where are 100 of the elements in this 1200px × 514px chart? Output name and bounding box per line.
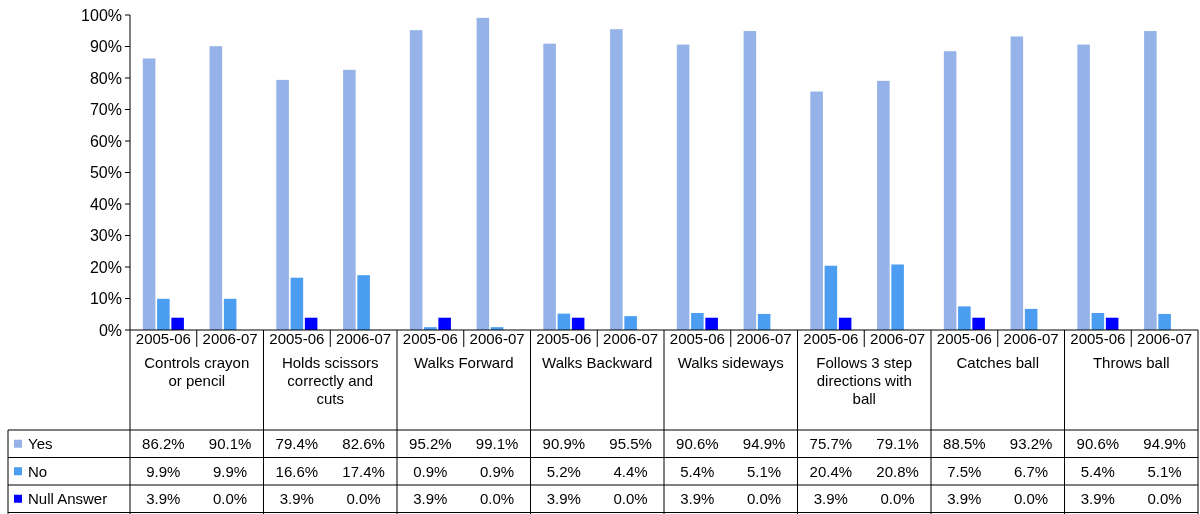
data-label: 0.0% bbox=[747, 490, 782, 507]
data-label: 82.6% bbox=[342, 435, 385, 452]
data-label: 90.9% bbox=[542, 435, 586, 452]
text: Throws ball bbox=[1092, 354, 1170, 372]
data-label: 90.6% bbox=[1076, 435, 1120, 452]
bar bbox=[438, 317, 451, 330]
data-label: 3.9% bbox=[1080, 490, 1115, 507]
data-label: 86.2% bbox=[142, 435, 185, 452]
data-label: 4.4% bbox=[613, 462, 648, 480]
bar bbox=[810, 91, 823, 330]
data-label: 94.9% bbox=[1143, 435, 1186, 452]
x-tick-label: 2005-06 bbox=[269, 330, 325, 348]
y-tick-label: 30% bbox=[89, 227, 122, 245]
legend-label: Null Answer bbox=[28, 490, 108, 507]
bar bbox=[476, 17, 490, 330]
bar bbox=[943, 51, 957, 330]
data-label: 7.5% bbox=[947, 462, 982, 480]
data-label: 9.9% bbox=[146, 462, 181, 480]
bar bbox=[743, 31, 757, 330]
bar bbox=[223, 298, 237, 330]
y-tick-label: 70% bbox=[89, 101, 122, 119]
y-tick-label: 20% bbox=[89, 258, 122, 276]
data-label: 20.4% bbox=[809, 462, 853, 480]
text: Catches ball bbox=[956, 354, 1040, 372]
data-label: 79.4% bbox=[275, 435, 319, 452]
data-label: 17.4% bbox=[342, 462, 385, 480]
y-tick-label: 0% bbox=[98, 321, 122, 339]
y-tick-label: 90% bbox=[89, 38, 122, 56]
bar bbox=[1077, 44, 1090, 330]
bar bbox=[1158, 313, 1171, 330]
x-tick-label: 2006-07 bbox=[1003, 330, 1059, 348]
data-label: 0.0% bbox=[480, 490, 515, 507]
data-label: 3.9% bbox=[813, 490, 848, 507]
x-tick-label: 2005-06 bbox=[669, 330, 725, 348]
bar bbox=[171, 317, 184, 330]
data-label: 9.9% bbox=[213, 462, 248, 480]
data-label: 5.4% bbox=[1080, 462, 1115, 480]
data-label: 79.1% bbox=[876, 435, 919, 452]
y-tick-label: 40% bbox=[89, 195, 122, 213]
x-tick-label: 2006-07 bbox=[469, 330, 525, 348]
x-tick-label: 2005-06 bbox=[135, 330, 191, 348]
bar bbox=[877, 80, 890, 330]
data-label: 88.5% bbox=[943, 435, 986, 452]
data-label: 0.9% bbox=[413, 462, 448, 480]
y-tick-label: 100% bbox=[81, 6, 122, 24]
data-label: 3.9% bbox=[279, 490, 314, 507]
y-tick-label: 50% bbox=[89, 164, 122, 182]
data-label: 95.2% bbox=[409, 435, 452, 452]
bar bbox=[624, 316, 637, 330]
text: Walks Forward bbox=[414, 354, 514, 372]
bar bbox=[209, 46, 223, 330]
y-tick-label: 80% bbox=[89, 69, 122, 87]
bar bbox=[276, 79, 289, 330]
x-tick-label: 2006-07 bbox=[603, 330, 659, 348]
legend-label: Yes bbox=[28, 435, 53, 452]
data-label: 20.8% bbox=[876, 462, 919, 480]
text: Walks sideways bbox=[677, 354, 784, 372]
data-label: 3.9% bbox=[680, 490, 715, 507]
bar bbox=[610, 29, 623, 330]
data-label: 0.0% bbox=[1014, 490, 1049, 507]
bar bbox=[1091, 312, 1105, 330]
y-tick-label: 60% bbox=[89, 132, 122, 150]
bar bbox=[409, 30, 423, 330]
data-label: 95.5% bbox=[609, 435, 652, 452]
bar bbox=[691, 312, 704, 330]
data-label: 3.9% bbox=[546, 490, 581, 507]
x-tick-label: 2006-07 bbox=[202, 330, 258, 348]
bar bbox=[1010, 36, 1024, 330]
x-tick-label: 2006-07 bbox=[736, 330, 792, 348]
data-label: 0.0% bbox=[213, 490, 248, 507]
bar bbox=[891, 264, 904, 330]
bar bbox=[1144, 31, 1157, 330]
data-label: 94.9% bbox=[742, 435, 786, 452]
text: Controls crayon or pencil bbox=[144, 354, 250, 390]
bar bbox=[1024, 308, 1038, 330]
data-label: 3.9% bbox=[413, 490, 448, 507]
data-label: 0.0% bbox=[880, 490, 915, 507]
bar bbox=[142, 58, 156, 330]
x-tick-label: 2006-07 bbox=[336, 330, 392, 348]
x-tick-label: 2005-06 bbox=[536, 330, 592, 348]
data-label: 5.4% bbox=[680, 462, 715, 480]
bar bbox=[824, 265, 838, 330]
data-label: 0.9% bbox=[480, 462, 515, 480]
data-label: 93.2% bbox=[1009, 435, 1053, 452]
data-label: 5.1% bbox=[747, 462, 782, 480]
data-label: 16.6% bbox=[275, 462, 319, 480]
data-label: 90.6% bbox=[676, 435, 719, 452]
x-tick-label: 2005-06 bbox=[402, 330, 458, 348]
bar bbox=[705, 317, 718, 330]
text: Holds scissors correctly and cuts bbox=[281, 354, 379, 408]
bar bbox=[676, 44, 690, 330]
bar bbox=[157, 298, 170, 330]
text: Follows 3 step directions with ball bbox=[816, 354, 913, 408]
text: Walks Backward bbox=[542, 354, 653, 372]
bar bbox=[543, 43, 556, 330]
legend-label: No bbox=[28, 462, 48, 480]
data-label: 99.1% bbox=[475, 435, 519, 452]
data-label: 0.0% bbox=[613, 490, 648, 507]
y-tick-label: 10% bbox=[89, 290, 122, 308]
x-tick-label: 2005-06 bbox=[936, 330, 992, 348]
